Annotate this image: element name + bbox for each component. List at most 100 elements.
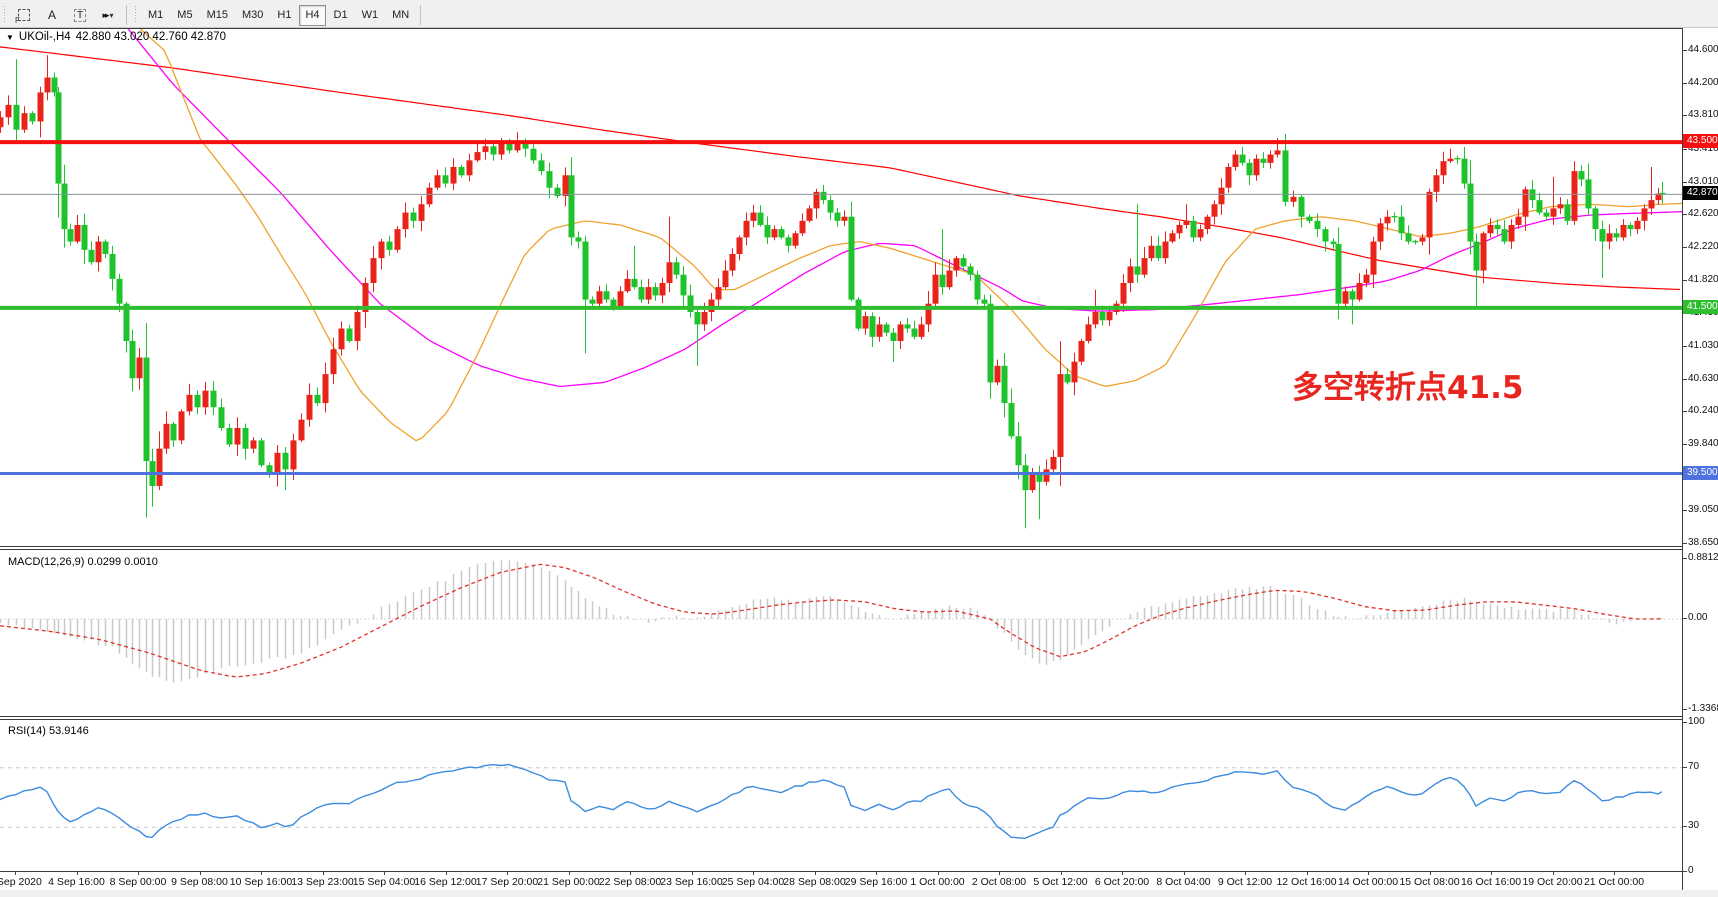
window-top-strip	[0, 0, 1718, 3]
time-axis-tick	[445, 872, 447, 875]
time-axis-label: 6 Oct 20:00	[1094, 876, 1150, 888]
text-label-tool-icon[interactable]: T	[67, 5, 93, 26]
time-axis-tick	[1491, 872, 1492, 875]
axis-tick	[1683, 411, 1687, 413]
macd-indicator-label: MACD(12,26,9) 0.0299 0.0010	[8, 556, 158, 568]
axis-tick	[1683, 826, 1687, 828]
macd-canvas[interactable]	[0, 550, 1682, 718]
ma-fast-line	[139, 29, 1682, 442]
time-axis-label: 1 Oct 00:00	[910, 876, 965, 888]
symbol-name: UKOil-,H4	[18, 31, 71, 43]
time-axis-tick	[876, 872, 877, 875]
axis-tick	[1683, 618, 1687, 619]
axis-tick	[1683, 50, 1687, 51]
axis-tick	[1683, 345, 1687, 347]
timeframe-button-m15[interactable]: M15	[206, 9, 228, 21]
time-axis-tick	[999, 872, 1000, 875]
price-axis-label: 42.620	[1688, 208, 1718, 220]
timeframe-button-w1[interactable]: W1	[361, 9, 379, 21]
chart-menu-triangle-icon[interactable]: ▼	[6, 32, 14, 42]
price-axis-label: 44.200	[1688, 77, 1718, 89]
axis-tick	[1683, 871, 1687, 872]
time-axis-label: 3 Sep 2020	[0, 876, 42, 888]
toolbar-grip[interactable]	[133, 6, 138, 24]
time-axis-label: 19 Oct 20:00	[1522, 876, 1583, 888]
time-axis-tick	[691, 872, 693, 875]
time-axis-label: 8 Oct 04:00	[1156, 876, 1211, 888]
cursor-frame-tool-icon[interactable]: F	[11, 5, 37, 26]
time-axis-tick	[1552, 872, 1554, 875]
time-axis-label: 21 Oct 00:00	[1583, 876, 1645, 888]
toolbar-grip[interactable]	[2, 6, 7, 24]
timeframe-button-m30[interactable]: M30	[241, 9, 264, 21]
time-axis-tick	[1245, 872, 1246, 875]
candles-group	[0, 55, 1666, 529]
time-axis-label: 16 Sep 12:00	[414, 876, 477, 888]
time-axis-tick	[322, 872, 324, 875]
text-tool-icon[interactable]: A	[47, 8, 56, 22]
macd-axis-label: 0.8812	[1688, 551, 1718, 563]
time-axis-tick	[261, 872, 262, 875]
price-axis-label: 43.810	[1688, 109, 1718, 121]
chart-text-annotation: 多空转折点41.5	[1292, 370, 1524, 406]
axis-tick	[1683, 509, 1687, 511]
axis-tick	[1683, 148, 1687, 150]
dropdown-caret-icon[interactable]: ▾	[109, 10, 114, 20]
macd-name: MACD(12,26,9)	[8, 556, 85, 568]
time-axis[interactable]: 3 Sep 2020 4 Sep 16:00 8 Sep 00:00 9 Sep 08…	[0, 872, 1682, 890]
toolbar-separator	[126, 5, 127, 25]
time-axis-label: 15 Sep 04:00	[352, 876, 416, 888]
time-axis-label: 5 Oct 12:00	[1033, 876, 1088, 888]
rsi-canvas[interactable]	[0, 720, 1682, 873]
time-axis-label: 2 Oct 08:00	[971, 876, 1027, 888]
time-axis-label: 4 Sep 16:00	[48, 876, 105, 888]
bid-price-badge: 42.870	[1683, 186, 1718, 201]
toolbar: F A T ▸▸ ▾ M1 M5 M15 M30 H1 H4 D1 W1 MN	[0, 3, 1718, 28]
timeframe-button-mn[interactable]: MN	[392, 9, 410, 21]
drawing-tools-group: F A T ▸▸ ▾	[10, 3, 122, 28]
ma-slow-line	[0, 46, 1681, 291]
macd-histogram	[0, 560, 1664, 683]
time-axis-label: 23 Sep 16:00	[660, 876, 723, 888]
rsi-axis-label: 100	[1688, 716, 1705, 727]
axis-tick	[1683, 378, 1687, 380]
ma-mid-line	[127, 29, 1682, 388]
time-axis-tick	[507, 872, 508, 875]
axis-tick	[1683, 542, 1687, 544]
main-chart-canvas[interactable]	[0, 29, 1682, 548]
axis-tick	[1683, 214, 1687, 216]
toolbar-separator	[420, 5, 422, 25]
time-axis-label: 28 Sep 08:00	[783, 876, 846, 888]
rsi-panel	[0, 719, 1682, 872]
timeframe-button-h1[interactable]: H1	[277, 9, 292, 21]
timeframe-button-m5[interactable]: M5	[177, 9, 193, 21]
time-axis-tick	[568, 872, 570, 875]
time-axis-label: 9 Sep 08:00	[171, 876, 228, 888]
time-axis-label: 16 Oct 16:00	[1460, 876, 1522, 888]
window-bottom-strip	[0, 890, 1718, 897]
time-axis-tick	[1429, 872, 1431, 875]
timeframe-button-d1[interactable]: D1	[333, 9, 348, 21]
time-axis-label: 14 Oct 00:00	[1337, 876, 1399, 888]
time-axis-tick	[1183, 872, 1185, 875]
time-axis-tick	[1122, 872, 1123, 875]
time-axis-tick	[753, 872, 754, 875]
rsi-name: RSI(14)	[8, 725, 46, 737]
timeframe-buttons-group: M1 M5 M15 M30 H1 H4 D1 W1 MN	[141, 3, 416, 28]
time-axis-label: 13 Sep 23:00	[291, 876, 354, 888]
time-axis-tick	[814, 872, 816, 875]
arrow-tools-icon[interactable]: ▸▸ ▾	[102, 9, 114, 20]
macd-panel	[0, 549, 1682, 717]
time-axis-tick	[1306, 872, 1308, 875]
axis-tick	[1683, 766, 1687, 768]
price-axis-label: 41.820	[1688, 274, 1718, 286]
time-axis-tick	[937, 872, 939, 875]
timeframe-button-h4[interactable]: H4	[299, 4, 326, 26]
rsi-values: 53.9146	[48, 725, 89, 737]
axis-tick	[1683, 557, 1687, 559]
macd-axis-label: 0.00	[1688, 612, 1708, 623]
axis-tick	[1683, 247, 1687, 249]
price-axis[interactable]: 44.60044.20043.81043.41043.01042.62042.2…	[1683, 28, 1718, 876]
macd-values: 0.0299 0.0010	[87, 556, 158, 568]
timeframe-button-m1[interactable]: M1	[148, 9, 164, 21]
